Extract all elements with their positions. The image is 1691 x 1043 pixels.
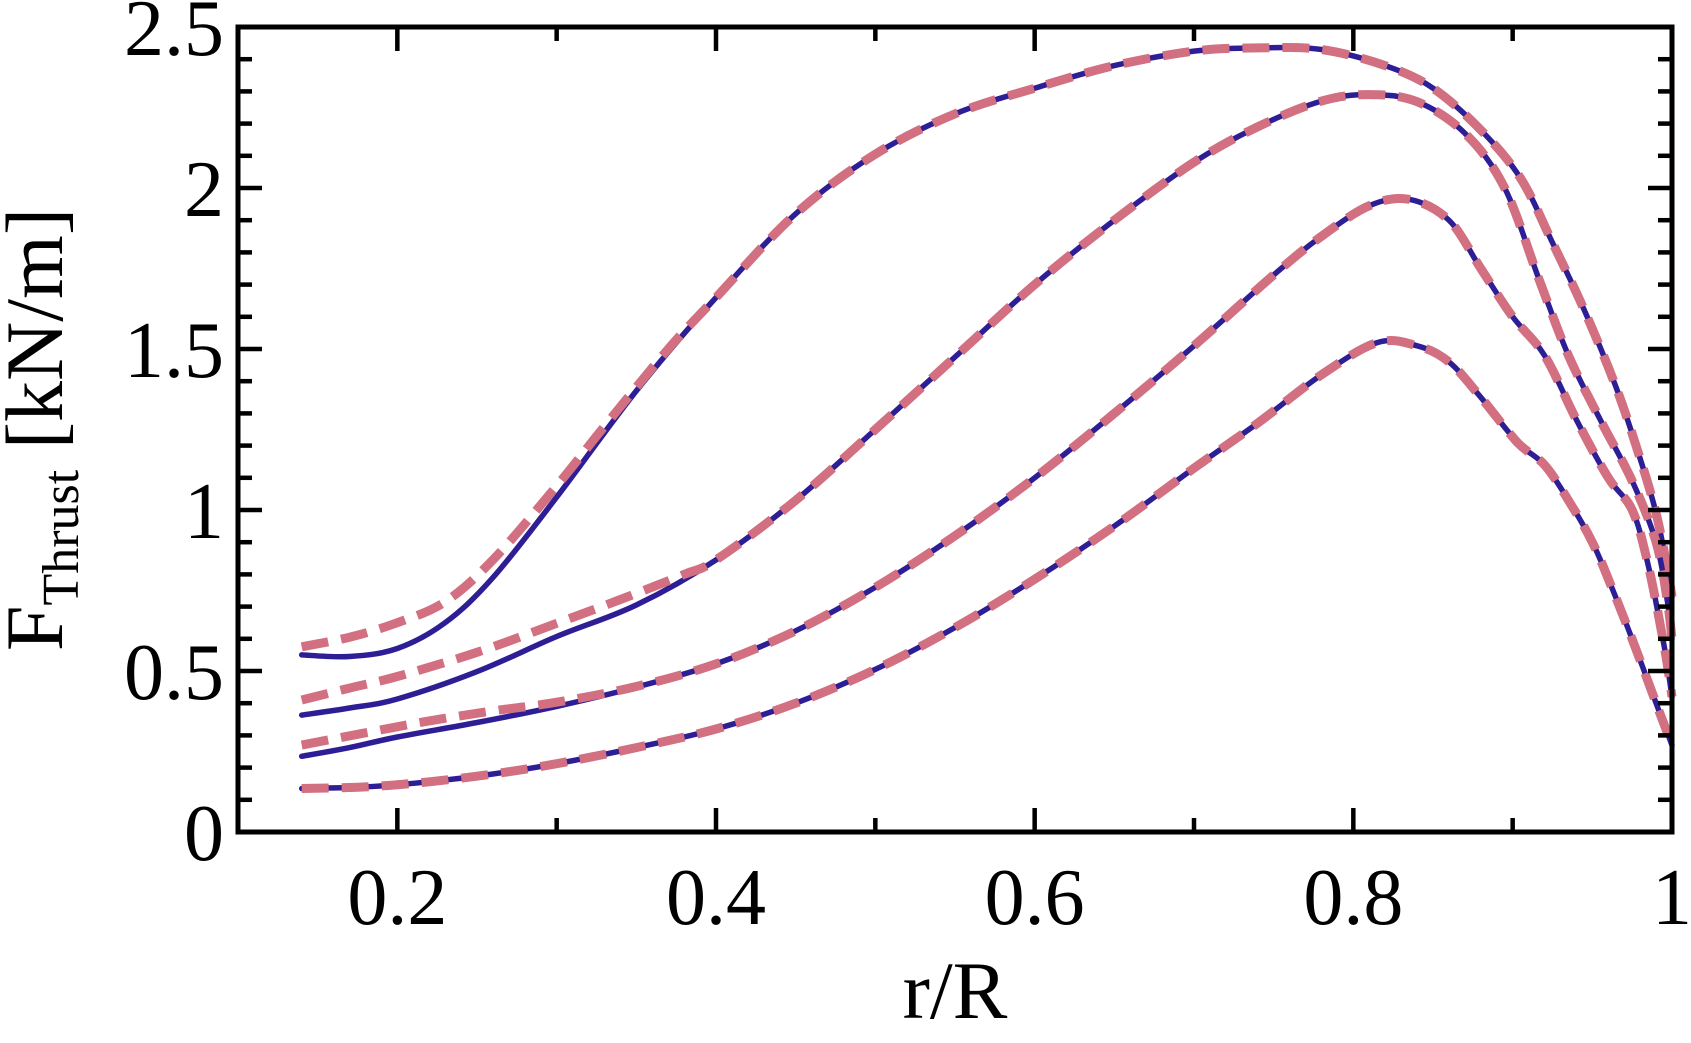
- axes-group: [235, 24, 1675, 835]
- curve3-dashed: [300, 193, 1677, 750]
- y-label-unit: [kN/m]: [0, 208, 80, 470]
- curve1-dashed: [300, 43, 1677, 652]
- y-tick-label: 0.5: [124, 629, 224, 717]
- y-tick-label: 2.5: [124, 0, 224, 73]
- x-tick-label: 0.2: [347, 854, 447, 942]
- x-tick-label: 0.6: [985, 854, 1085, 942]
- y-label-subscript: Thrust: [33, 469, 90, 605]
- plot-frame: [235, 24, 1675, 835]
- curve3-solid: [298, 195, 1675, 760]
- y-tick-label: 0: [184, 790, 224, 878]
- x-tick-label: 1: [1652, 854, 1691, 942]
- x-tick-label: 0.4: [666, 854, 766, 942]
- tick-labels-group: 0.2 0.4 0.6 0.8 1 0 0.5 1 1.5 2 2.5: [124, 0, 1691, 942]
- curve2-dashed: [300, 90, 1677, 705]
- curve4-dashed: [301, 336, 1677, 793]
- y-axis-label: FThrust [kN/m]: [0, 208, 90, 651]
- y-label-symbol: F: [0, 606, 80, 652]
- x-tick-label: 0.8: [1303, 854, 1403, 942]
- y-tick-label: 1: [184, 468, 224, 556]
- x-axis-label: r/R: [903, 945, 1008, 1036]
- curves-group: [298, 43, 1677, 793]
- y-tick-label: 1.5: [124, 307, 224, 395]
- curve2-solid: [298, 91, 1675, 718]
- y-tick-label: 2: [184, 146, 224, 234]
